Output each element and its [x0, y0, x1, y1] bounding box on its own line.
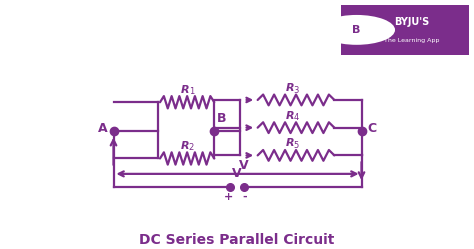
Text: B: B [217, 112, 227, 125]
Text: R: R [285, 111, 294, 121]
Text: B: B [353, 25, 361, 35]
Text: BYJU'S: BYJU'S [394, 17, 429, 27]
Text: R: R [285, 83, 294, 93]
Circle shape [318, 15, 395, 45]
Text: 4: 4 [294, 113, 299, 122]
Text: 1: 1 [189, 87, 194, 96]
Text: -: - [242, 191, 247, 202]
Text: V: V [239, 159, 248, 172]
Text: 5: 5 [294, 141, 299, 150]
Text: C: C [368, 122, 377, 135]
Text: DC Series Parallel Circuit: DC Series Parallel Circuit [139, 233, 335, 247]
Text: 3: 3 [294, 86, 299, 95]
Text: R: R [181, 85, 189, 95]
Text: The Learning App: The Learning App [384, 38, 439, 43]
Text: 2: 2 [189, 143, 194, 152]
Text: V: V [232, 167, 242, 180]
Text: R: R [181, 141, 189, 151]
FancyBboxPatch shape [335, 2, 474, 57]
Text: R: R [285, 138, 294, 148]
Text: A: A [98, 122, 108, 135]
Text: +: + [224, 191, 234, 202]
